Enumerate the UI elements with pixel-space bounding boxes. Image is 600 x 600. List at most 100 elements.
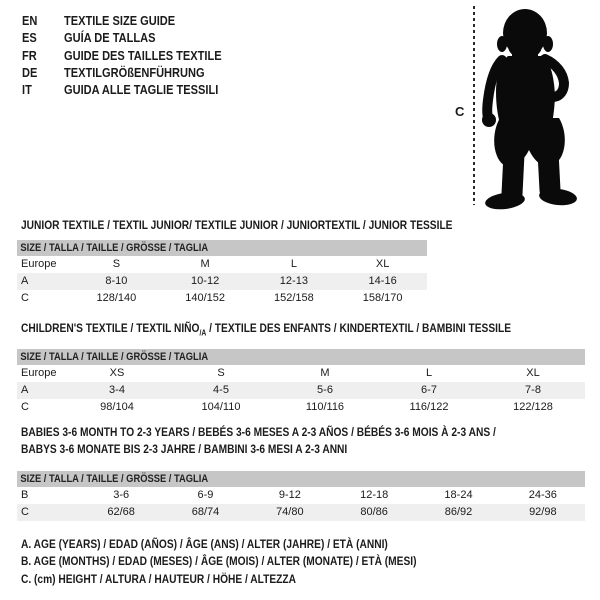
table-title-line: BABIES 3-6 MONTH TO 2-3 YEARS / BEBÉS 3-… <box>21 424 496 441</box>
babies-size-table: SIZE / TALLA / TAILLE / GRÖSSE / TAGLIA … <box>17 471 585 521</box>
size-header-bar: SIZE / TALLA / TAILLE / GRÖSSE / TAGLIA <box>17 349 585 365</box>
size-cell: 18-24 <box>444 489 473 501</box>
size-cell: 140/152 <box>185 292 225 304</box>
size-cell: 7-8 <box>525 384 541 396</box>
size-cell: 80/86 <box>360 506 388 518</box>
table-title-segment: JUNIOR TEXTILE / TEXTIL JUNIOR/ TEXTILE … <box>21 218 453 232</box>
footnotes: A. AGE (YEARS) / EDAD (AÑOS) / ÂGE (ANS)… <box>21 536 486 588</box>
size-cell: L <box>425 367 433 379</box>
size-cell: 12-13 <box>279 275 308 287</box>
size-cell: M <box>200 258 210 270</box>
size-cell: 6-7 <box>421 384 437 396</box>
size-cell: 104/110 <box>201 401 241 413</box>
language-row: EN TEXTILE SIZE GUIDE <box>22 12 249 29</box>
size-cell: 158/170 <box>362 292 403 304</box>
size-cell: 86/92 <box>444 506 473 518</box>
junior-table-title: JUNIOR TEXTILE / TEXTIL JUNIOR/ TEXTILE … <box>21 217 529 234</box>
language-label: GUÍA DE TALLAS <box>64 30 156 46</box>
junior-size-table: SIZE / TALLA / TAILLE / GRÖSSE / TAGLIA … <box>17 240 427 307</box>
row-label: Europe <box>21 367 57 379</box>
size-cell: 92/98 <box>529 506 557 518</box>
size-cell: 4-5 <box>213 384 229 396</box>
size-header-label: SIZE / TALLA / TAILLE / GRÖSSE / TAGLIA <box>20 242 209 254</box>
size-cell: 12-18 <box>360 489 389 501</box>
language-label: TEXTILE SIZE GUIDE <box>64 13 176 28</box>
table-title-segment: /A <box>199 328 207 338</box>
table-rows: Europe S M L XL A 8-10 10-12 12-13 14-16 C 128/140 1… <box>17 256 427 307</box>
language-row: DE TEXTILGRÖßENFÜHRUNG <box>22 64 249 81</box>
size-cell: XL <box>375 258 390 270</box>
language-code: EN <box>22 13 38 28</box>
size-cell: 74/80 <box>276 506 304 518</box>
table-title-segment: / TEXTILE DES ENFANTS / KINDERTEXTIL / B… <box>206 321 511 335</box>
size-cell: S <box>112 258 121 270</box>
table-row: A 8-10 10-12 12-13 14-16 <box>17 273 427 290</box>
size-cell: S <box>217 367 225 379</box>
size-cell: 8-10 <box>105 275 128 287</box>
language-label: TEXTILGRÖßENFÜHRUNG <box>64 64 205 80</box>
children-size-table: SIZE / TALLA / TAILLE / GRÖSSE / TAGLIA … <box>17 349 585 416</box>
table-row: Europe XS S M L XL <box>17 365 585 382</box>
table-title-segment: BABIES 3-6 MONTH TO 2-3 YEARS / BEBÉS 3-… <box>21 425 496 439</box>
size-cell: 6-9 <box>197 489 214 501</box>
table-title-line: BABYS 3-6 MONATE BIS 2-3 JAHRE / BAMBINI… <box>21 441 496 458</box>
table-rows: B 3-6 6-9 9-12 12-18 18-24 24-36 C 62/68 68/74 74/… <box>17 487 585 521</box>
table-title-line: CHILDREN'S TEXTILE / TEXTIL NIÑO/A / TEX… <box>21 320 511 342</box>
table-row: A 3-4 4-5 5-6 6-7 7-8 <box>17 382 585 399</box>
language-label: GUIDE DES TAILLES TEXTILE <box>64 47 222 63</box>
footnote: A. AGE (YEARS) / EDAD (AÑOS) / ÂGE (ANS)… <box>21 537 388 551</box>
size-cell: 152/158 <box>273 292 314 304</box>
table-row: C 128/140 140/152 152/158 158/170 <box>17 290 427 307</box>
size-cell: XL <box>526 367 540 379</box>
size-cell: 110/116 <box>305 401 345 413</box>
row-label: A <box>21 384 29 396</box>
size-cell: 3-6 <box>113 489 130 501</box>
size-header-label: SIZE / TALLA / TAILLE / GRÖSSE / TAGLIA <box>20 351 209 363</box>
size-header-bar: SIZE / TALLA / TAILLE / GRÖSSE / TAGLIA <box>17 240 427 256</box>
footnote: B. AGE (MONTHS) / EDAD (MESES) / ÂGE (MO… <box>21 554 417 569</box>
footnote: C. (cm) HEIGHT / ALTURA / HAUTEUR / HÖHE… <box>21 571 297 586</box>
table-row: Europe S M L XL <box>17 256 427 273</box>
size-cell: M <box>320 367 330 379</box>
size-cell: 24-36 <box>528 489 557 501</box>
size-cell: 10-12 <box>191 275 220 287</box>
size-cell: 128/140 <box>96 292 137 304</box>
row-label: C <box>21 401 29 413</box>
table-row: C 62/68 68/74 74/80 80/86 86/92 92/98 <box>17 504 585 521</box>
child-height-figure: C <box>452 4 597 216</box>
size-cell: 5-6 <box>317 384 333 396</box>
language-code: DE <box>22 64 38 80</box>
row-label: A <box>21 275 29 287</box>
language-label: GUIDA ALLE TAGLIE TESSILI <box>64 82 219 98</box>
table-rows: Europe XS S M L XL A 3-4 4-5 5-6 6-7 7-8 C 98/104 104/… <box>17 365 585 416</box>
size-cell: 68/74 <box>191 506 220 518</box>
table-row: C 98/104 104/110 110/116 116/122 122/128 <box>17 399 585 416</box>
size-cell: 122/128 <box>513 401 553 413</box>
size-cell: 62/68 <box>107 506 135 518</box>
table-title-segment: BABYS 3-6 MONATE BIS 2-3 JAHRE / BAMBINI… <box>21 441 348 456</box>
size-cell: L <box>290 258 297 270</box>
children-table-title: CHILDREN'S TEXTILE / TEXTIL NIÑO/A / TEX… <box>21 320 597 342</box>
size-cell: 98/104 <box>100 401 134 413</box>
row-label: C <box>21 292 29 304</box>
table-row: B 3-6 6-9 9-12 12-18 18-24 24-36 <box>17 487 585 504</box>
table-title-line: JUNIOR TEXTILE / TEXTIL JUNIOR/ TEXTILE … <box>21 217 452 234</box>
size-cell: 14-16 <box>368 275 397 287</box>
language-code: ES <box>22 30 37 46</box>
row-label: C <box>21 506 29 518</box>
language-code: IT <box>22 82 32 98</box>
babies-table-title: BABIES 3-6 MONTH TO 2-3 YEARS / BEBÉS 3-… <box>21 424 580 457</box>
row-label: Europe <box>21 258 57 270</box>
language-title-list: EN TEXTILE SIZE GUIDE ES GUÍA DE TALLAS FR GU… <box>22 12 249 98</box>
language-row: FR GUIDE DES TAILLES TEXTILE <box>22 47 249 64</box>
size-cell: 3-4 <box>109 384 125 396</box>
row-label: B <box>21 489 29 501</box>
child-silhouette-icon <box>482 9 577 210</box>
language-row: IT GUIDA ALLE TAGLIE TESSILI <box>22 81 249 98</box>
size-cell: 9-12 <box>278 489 301 501</box>
language-row: ES GUÍA DE TALLAS <box>22 29 249 46</box>
height-measure-label: C <box>455 104 465 119</box>
language-code: FR <box>22 47 37 63</box>
size-cell: 116/122 <box>409 401 449 413</box>
